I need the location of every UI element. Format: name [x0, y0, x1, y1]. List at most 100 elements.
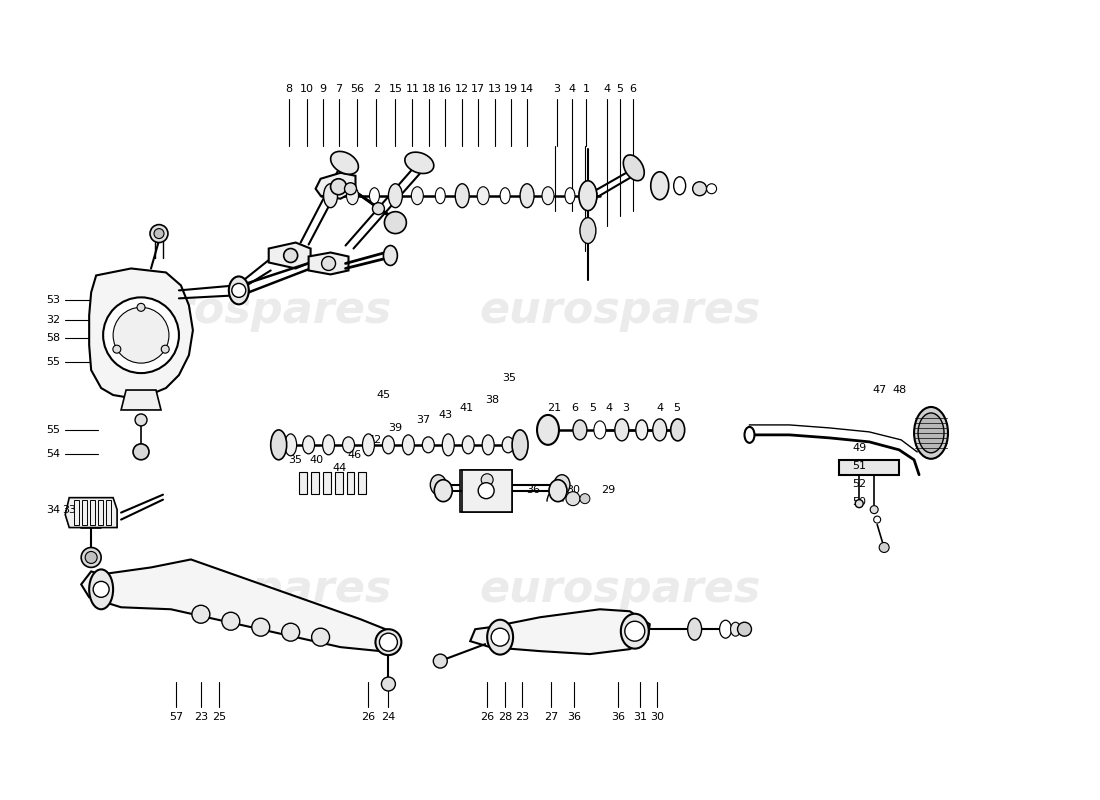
Ellipse shape — [191, 606, 210, 623]
Circle shape — [706, 184, 716, 194]
Circle shape — [162, 345, 169, 353]
Text: 23: 23 — [194, 712, 208, 722]
Text: 10: 10 — [299, 84, 314, 94]
Ellipse shape — [542, 186, 554, 205]
Bar — [98, 500, 103, 525]
Text: 20: 20 — [491, 486, 504, 497]
Text: 58: 58 — [46, 334, 60, 343]
Ellipse shape — [323, 184, 338, 208]
Ellipse shape — [477, 186, 490, 205]
Bar — [359, 472, 366, 494]
Text: 33: 33 — [63, 505, 76, 514]
Bar — [462, 470, 513, 512]
Circle shape — [103, 298, 179, 373]
Ellipse shape — [252, 618, 270, 636]
Ellipse shape — [579, 181, 597, 210]
Ellipse shape — [229, 277, 249, 304]
Polygon shape — [316, 173, 355, 198]
Text: 3: 3 — [553, 84, 561, 94]
Text: 42: 42 — [367, 435, 382, 445]
Text: 55: 55 — [46, 357, 60, 367]
Ellipse shape — [615, 419, 629, 441]
Ellipse shape — [502, 437, 514, 453]
Circle shape — [85, 551, 97, 563]
Text: 35: 35 — [288, 454, 302, 465]
Bar — [334, 472, 342, 494]
Text: 32: 32 — [46, 315, 60, 326]
Text: 3: 3 — [623, 403, 629, 413]
Polygon shape — [460, 470, 513, 512]
Text: 14: 14 — [520, 84, 535, 94]
Text: 16: 16 — [438, 84, 452, 94]
Ellipse shape — [342, 437, 354, 453]
Ellipse shape — [554, 474, 570, 494]
Ellipse shape — [302, 436, 315, 454]
Ellipse shape — [430, 474, 447, 494]
Polygon shape — [65, 498, 117, 527]
Ellipse shape — [636, 420, 648, 440]
Text: 30: 30 — [565, 485, 580, 494]
Text: 47: 47 — [872, 385, 887, 395]
Ellipse shape — [482, 435, 494, 455]
Ellipse shape — [388, 184, 403, 208]
Ellipse shape — [873, 516, 881, 523]
Ellipse shape — [565, 188, 575, 204]
Circle shape — [113, 345, 121, 353]
Ellipse shape — [594, 421, 606, 439]
Ellipse shape — [383, 436, 395, 454]
Ellipse shape — [513, 430, 528, 460]
Ellipse shape — [411, 186, 424, 205]
Text: 44: 44 — [332, 462, 346, 473]
Ellipse shape — [914, 407, 948, 458]
Text: 53: 53 — [46, 295, 60, 306]
Text: 4: 4 — [657, 403, 663, 413]
Text: 54: 54 — [46, 449, 60, 459]
Text: 36: 36 — [526, 485, 540, 494]
Ellipse shape — [403, 435, 415, 455]
Text: 12: 12 — [455, 84, 470, 94]
Circle shape — [321, 257, 336, 270]
Circle shape — [379, 633, 397, 651]
Text: 52: 52 — [852, 478, 867, 489]
Text: 34: 34 — [46, 505, 60, 514]
Text: 18: 18 — [422, 84, 437, 94]
Text: 26: 26 — [480, 712, 494, 722]
Text: 22: 22 — [471, 486, 485, 497]
Text: 24: 24 — [382, 712, 396, 722]
Text: 15: 15 — [388, 84, 403, 94]
Circle shape — [154, 229, 164, 238]
Text: eurospares: eurospares — [480, 568, 760, 611]
Circle shape — [331, 178, 346, 194]
Text: 19: 19 — [504, 84, 518, 94]
Circle shape — [373, 202, 384, 214]
Text: 7: 7 — [336, 84, 342, 94]
Circle shape — [344, 182, 356, 194]
Text: 39: 39 — [388, 423, 403, 433]
Ellipse shape — [520, 184, 534, 208]
Ellipse shape — [322, 435, 334, 455]
Text: 23: 23 — [515, 712, 529, 722]
Circle shape — [138, 303, 145, 311]
Ellipse shape — [651, 172, 669, 200]
Text: 50: 50 — [852, 497, 866, 506]
Ellipse shape — [285, 434, 297, 456]
Ellipse shape — [855, 500, 864, 508]
Text: 6: 6 — [571, 403, 579, 413]
Text: 38: 38 — [485, 395, 499, 405]
Text: 51: 51 — [852, 461, 866, 470]
Ellipse shape — [271, 430, 287, 460]
Text: 6: 6 — [629, 84, 636, 94]
Text: 9: 9 — [319, 84, 326, 94]
Circle shape — [625, 622, 645, 641]
Ellipse shape — [433, 654, 448, 668]
Ellipse shape — [730, 622, 740, 636]
Text: 45: 45 — [376, 390, 390, 400]
Circle shape — [113, 307, 169, 363]
Text: 29: 29 — [601, 485, 615, 494]
Circle shape — [481, 474, 493, 486]
Polygon shape — [268, 242, 310, 269]
Text: 35: 35 — [502, 373, 516, 383]
Circle shape — [879, 542, 889, 553]
Text: 48: 48 — [892, 385, 906, 395]
Text: 5: 5 — [673, 403, 680, 413]
